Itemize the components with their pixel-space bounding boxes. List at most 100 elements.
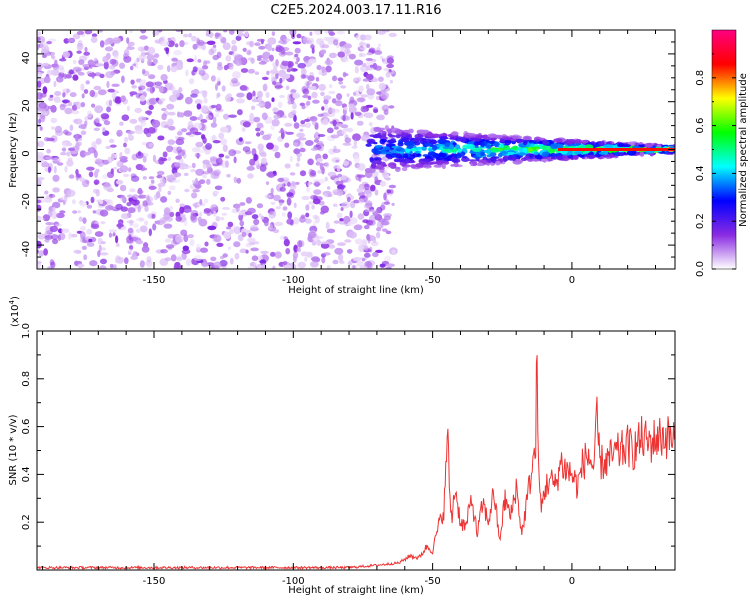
spectrogram-cell: [87, 110, 93, 119]
spectrogram-cell: [156, 170, 165, 176]
spectrogram-cell: [327, 171, 337, 177]
spectrogram-cell: [203, 97, 208, 104]
spectrogram-cell: [199, 149, 205, 154]
spectrogram-cell: [48, 38, 57, 42]
spectrogram-cell: [97, 161, 104, 167]
spectrogram-cell: [57, 234, 62, 241]
spectrogram-cell: [386, 57, 394, 64]
spectrogram-cell: [270, 124, 275, 131]
spectrogram-cell: [168, 94, 177, 103]
spectrogram-cell: [164, 257, 172, 262]
spectrogram-cell: [209, 170, 217, 175]
spectrogram-cell: [335, 180, 344, 186]
spectrogram-cell: [286, 68, 291, 73]
spectrogram-cell: [249, 113, 255, 121]
spectrogram-cell: [219, 138, 228, 146]
spectrogram-cell: [332, 148, 341, 153]
spectrogram-cell: [129, 188, 136, 193]
spectrogram-cell: [327, 30, 334, 35]
spectrogram-cell: [308, 85, 317, 90]
spectrogram-cell: [150, 179, 155, 184]
spectrogram-cell: [167, 40, 175, 48]
spectrogram-cell: [274, 151, 281, 159]
spectrogram-cell: [264, 219, 269, 227]
spectrogram-cell: [129, 65, 134, 71]
spectrogram-cell: [52, 63, 60, 70]
spectrogram-cell: [136, 57, 140, 63]
spectrogram-cell: [273, 171, 277, 176]
spectrogram-cell: [92, 210, 97, 214]
spectrogram-cell: [296, 132, 305, 138]
spectrogram-cell: [365, 104, 374, 108]
spectrogram-cell: [95, 138, 102, 145]
spectrogram-cell: [358, 42, 367, 46]
tick-label: 0: [569, 576, 575, 587]
spectrogram-cell: [71, 104, 78, 111]
spectrogram-cell: [354, 65, 359, 74]
spectrogram-cell: [466, 143, 473, 147]
spectrogram-cell: [57, 228, 63, 234]
spectrogram-cell: [349, 210, 353, 218]
spectrogram-cell: [247, 68, 256, 74]
spectrogram-cell: [37, 151, 45, 159]
spectrogram-cell: [317, 170, 323, 174]
spectrogram-cell: [490, 148, 501, 153]
spectrogram-cell: [37, 260, 42, 264]
spectrogram-cell: [179, 203, 185, 207]
spectrogram-cell: [205, 114, 213, 120]
spectrogram-cell: [236, 177, 242, 184]
spectrogram-cell: [271, 31, 276, 36]
spectrogram-cell: [305, 140, 314, 146]
spectrogram-cell: [291, 181, 296, 187]
spectrogram-cell: [79, 177, 85, 182]
spectrogram-cell: [353, 199, 360, 204]
spectrogram-cell: [160, 74, 168, 81]
spectrogram-cell: [113, 264, 117, 269]
spectrogram-cell: [69, 92, 77, 98]
spectrogram-cell: [353, 155, 360, 163]
spectrogram-cell: [372, 62, 378, 70]
spectrogram-cell: [388, 32, 397, 38]
spectrogram-cell: [433, 164, 443, 168]
spectrogram-cell: [336, 165, 341, 172]
spectrogram-cell: [283, 238, 290, 247]
spectrogram-cell: [315, 122, 319, 130]
spectrogram-cell: [120, 195, 126, 202]
spectrogram-cell: [174, 261, 181, 268]
spectrogram-cell: [52, 206, 56, 212]
spectrogram-cell: [499, 138, 505, 143]
spectrogram-cell: [354, 59, 364, 66]
spectrogram-cell: [83, 66, 89, 71]
spectrogram-cell: [108, 232, 112, 238]
spectrogram-cell: [44, 238, 50, 243]
tick-label: -20: [21, 193, 32, 209]
spectrogram-cell: [253, 218, 260, 226]
spectrogram-cell: [430, 139, 437, 145]
spectrogram-cell: [410, 147, 417, 152]
spectrogram-cell: [203, 208, 212, 213]
spectrogram-cell: [174, 135, 179, 140]
spectrogram-cell: [84, 46, 88, 53]
spectrogram-cell: [305, 212, 310, 218]
spectrogram-cell: [61, 147, 67, 152]
spectrogram-cell: [309, 116, 318, 122]
spectrogram-cell: [284, 142, 290, 148]
spectrogram-cell: [134, 107, 142, 114]
spectrogram-cell: [151, 119, 161, 128]
spectrogram-cell: [246, 92, 253, 101]
spectrogram-cell: [321, 44, 330, 49]
spectrogram-cell: [76, 30, 84, 35]
spectrogram-cell: [366, 83, 370, 90]
spectrogram-cell: [556, 143, 564, 149]
spectrogram-cell: [394, 129, 403, 135]
spectrogram-cell: [540, 158, 548, 162]
spectrogram-cell: [472, 160, 478, 167]
spectrogram-cell: [216, 51, 222, 59]
spectrogram-cell: [307, 158, 314, 166]
spectrogram-cell: [126, 202, 132, 207]
spectrogram-cell: [221, 85, 226, 92]
spectrogram-cell: [438, 152, 447, 158]
spectrogram-cell: [200, 247, 208, 253]
spectrogram-cell: [308, 37, 315, 45]
spectrogram-cell: [130, 255, 138, 260]
